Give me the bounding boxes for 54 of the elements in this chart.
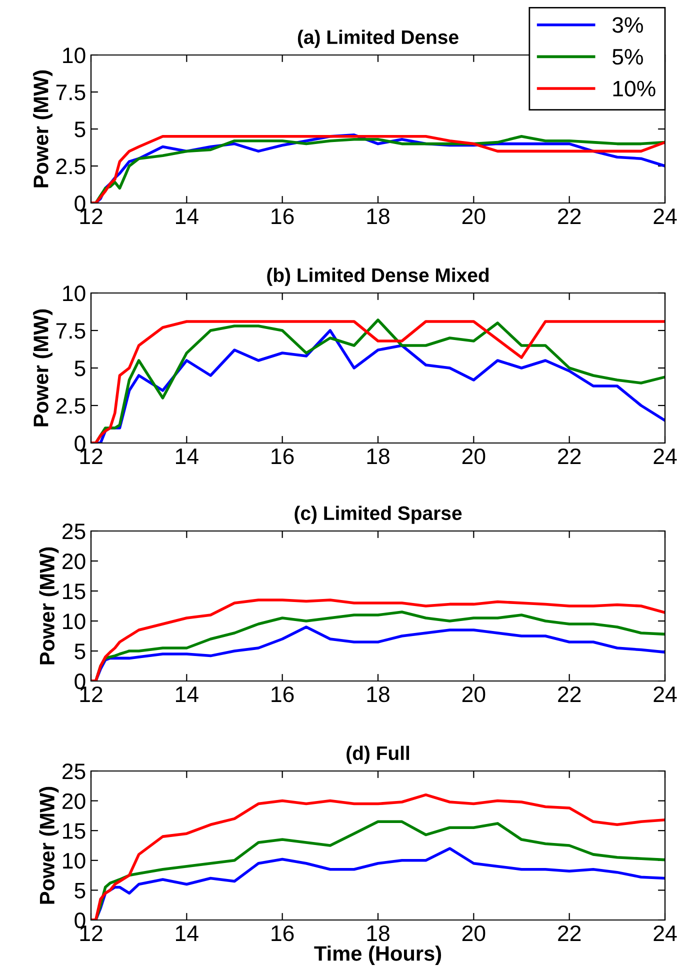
y-tick-label: 15 — [63, 584, 86, 600]
y-tick-label: 5 — [74, 644, 86, 660]
y-tick-label: 2.5 — [56, 398, 86, 414]
chart-title: (c) Limited Sparse — [294, 506, 462, 524]
y-tick-label: 2.5 — [56, 158, 86, 174]
chart-title: (a) Limited Dense — [298, 30, 458, 48]
y-tick-label: 10 — [63, 852, 86, 869]
y-axis-title: Power (MW) — [39, 786, 59, 904]
x-tick-label: 20 — [462, 448, 486, 464]
y-axis-title: Power (MW) — [33, 70, 52, 188]
y-axis-title: Power (MW) — [33, 309, 52, 426]
x-tick-label: 24 — [654, 925, 677, 941]
x-tick-label: 16 — [272, 448, 294, 464]
y-tick-label: 5 — [74, 122, 86, 138]
x-tick-label: 18 — [367, 208, 390, 224]
x-tick-label: 18 — [367, 686, 390, 702]
y-tick-label: 20 — [62, 793, 86, 810]
x-tick-label: 20 — [462, 925, 486, 942]
x-tick-label: 14 — [176, 208, 198, 224]
y-tick-label: 15 — [63, 823, 86, 839]
y-tick-label: 5 — [74, 360, 86, 376]
y-tick-label: 10 — [63, 614, 86, 630]
chart-title: (b) Limited Dense Mixed — [267, 268, 489, 286]
x-tick-label: 14 — [176, 926, 198, 941]
y-axis-title: Power (MW) — [39, 547, 59, 664]
y-tick-label: 5 — [74, 882, 86, 898]
x-tick-label: 16 — [272, 208, 294, 224]
x-tick-label: 14 — [176, 686, 198, 702]
y-tick-label: 25 — [62, 764, 86, 780]
y-tick-label: 10 — [63, 286, 86, 302]
x-tick-label: 24 — [654, 208, 677, 224]
x-tick-label: 24 — [654, 686, 677, 702]
x-tick-label: 20 — [462, 208, 486, 224]
y-tick-label: 10 — [63, 48, 86, 64]
x-tick-label: 14 — [176, 448, 198, 464]
x-axis-title: Time (Hours) — [314, 946, 442, 965]
y-tick-label: 25 — [62, 524, 86, 540]
chart-title: (d) Full — [346, 746, 410, 764]
y-tick-label: 20 — [62, 554, 86, 570]
legend-label: 5% — [612, 49, 643, 65]
legend-label: 3% — [612, 17, 643, 33]
x-tick-label: 18 — [367, 448, 390, 464]
x-tick-label: 20 — [462, 686, 486, 702]
x-tick-label: 24 — [654, 448, 677, 464]
legend-label: 10% — [613, 80, 656, 97]
y-tick-label: 7.5 — [56, 84, 86, 100]
y-tick-label: 7.5 — [56, 323, 86, 339]
x-tick-label: 16 — [272, 925, 294, 942]
x-tick-label: 22 — [558, 208, 581, 224]
x-tick-label: 22 — [558, 448, 581, 464]
x-tick-label: 22 — [558, 925, 581, 941]
x-tick-label: 16 — [272, 686, 294, 702]
x-tick-label: 22 — [558, 686, 581, 702]
x-tick-label: 18 — [367, 925, 390, 942]
